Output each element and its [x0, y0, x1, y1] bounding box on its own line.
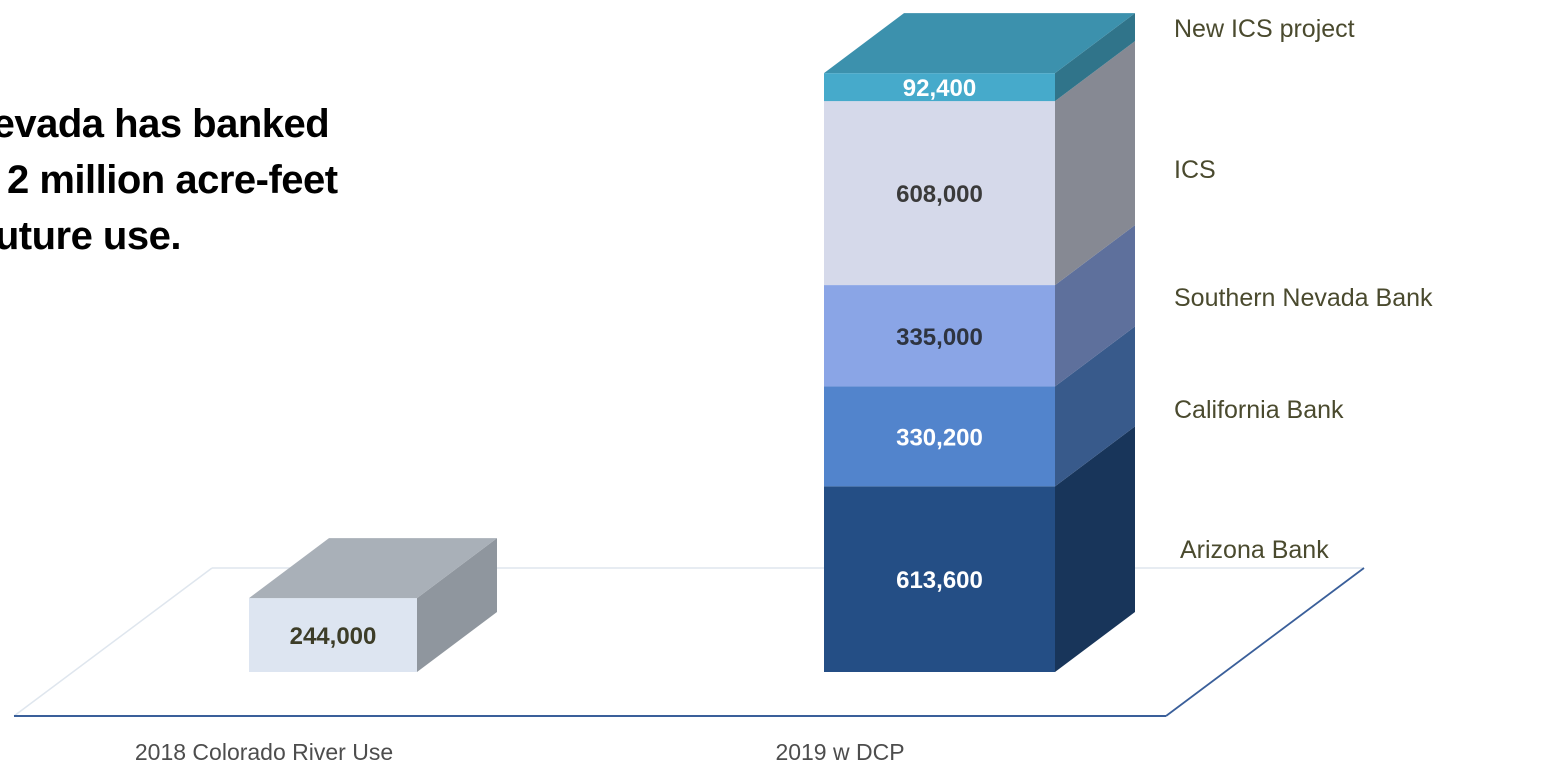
category-label: 2019 w DCP [775, 739, 904, 765]
legend-label: ICS [1174, 156, 1216, 184]
headline: levada has banked ly 2 million acre-feet… [0, 96, 602, 264]
bar-front-face [249, 598, 417, 672]
data-label: 92,400 [903, 75, 976, 102]
bar-segment-1-3 [824, 225, 1135, 387]
legend-label: New ICS project [1174, 15, 1355, 43]
data-label: 330,200 [896, 424, 983, 451]
bar-segment-1-2 [824, 326, 1135, 487]
headline-line-2: ly 2 million acre-feet [0, 158, 338, 202]
bar-front-face [824, 386, 1055, 487]
bar-top-face [249, 538, 497, 599]
headline-line-1: levada has banked [0, 102, 330, 146]
labels-layer: 244,000 2018 Colorado River Use 613,600 Ari… [135, 15, 1433, 765]
data-label: 244,000 [290, 623, 377, 650]
headline-line-3: future use. [0, 214, 181, 258]
chart-floor [13, 567, 1365, 717]
bar-front-face [824, 101, 1055, 286]
data-label: 335,000 [896, 324, 983, 351]
bar-side-face [1055, 225, 1135, 387]
bar-segment-1-1 [824, 426, 1135, 672]
data-label: 613,600 [896, 567, 983, 594]
floor-right-edge [1165, 567, 1365, 717]
bars-layer [249, 13, 1135, 672]
bar-top-face [824, 13, 1135, 74]
bar-side-face [1055, 326, 1135, 487]
bar-side-face [1055, 426, 1135, 672]
bar-segment-1-4 [824, 41, 1135, 286]
bar-front-face [824, 285, 1055, 387]
bar-segment-0-0 [249, 538, 497, 672]
legend-label: California Bank [1174, 396, 1344, 424]
floor-plane [14, 568, 1364, 716]
floor-left-edge [13, 567, 213, 717]
bar-front-face [824, 486, 1055, 672]
legend-label: Arizona Bank [1180, 536, 1329, 564]
legend-label: Southern Nevada Bank [1174, 284, 1433, 312]
data-label: 608,000 [896, 181, 983, 208]
bar-front-face [824, 73, 1055, 102]
bar-side-face [1055, 41, 1135, 286]
category-label: 2018 Colorado River Use [135, 739, 393, 765]
bar-side-face [417, 538, 497, 672]
bar-segment-1-5 [824, 13, 1135, 102]
bar-side-face [1055, 13, 1135, 102]
